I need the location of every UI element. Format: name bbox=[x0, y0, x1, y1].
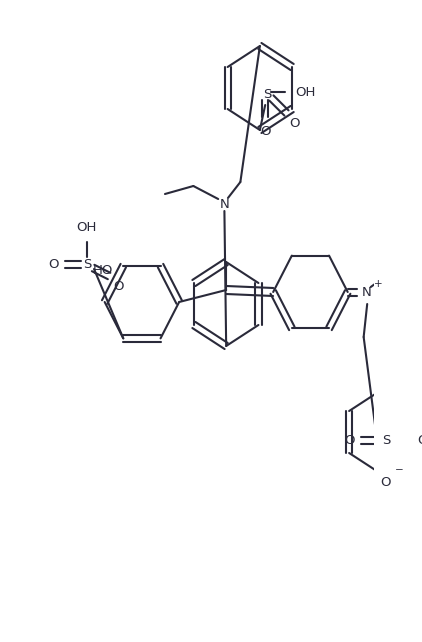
Text: +: + bbox=[374, 279, 383, 289]
Text: OH: OH bbox=[77, 221, 97, 234]
Text: O: O bbox=[344, 433, 355, 446]
Text: N: N bbox=[219, 198, 229, 211]
Text: −: − bbox=[395, 465, 403, 475]
Text: O: O bbox=[289, 117, 300, 130]
Text: O: O bbox=[48, 257, 59, 270]
Text: S: S bbox=[263, 89, 271, 101]
Text: O: O bbox=[260, 125, 271, 138]
Text: O: O bbox=[114, 280, 124, 293]
Text: O: O bbox=[417, 433, 422, 446]
Text: S: S bbox=[381, 433, 390, 446]
Text: S: S bbox=[83, 257, 91, 270]
Text: O: O bbox=[381, 476, 391, 489]
Text: N: N bbox=[362, 286, 372, 299]
Text: HO: HO bbox=[92, 264, 113, 277]
Text: OH: OH bbox=[295, 85, 316, 98]
